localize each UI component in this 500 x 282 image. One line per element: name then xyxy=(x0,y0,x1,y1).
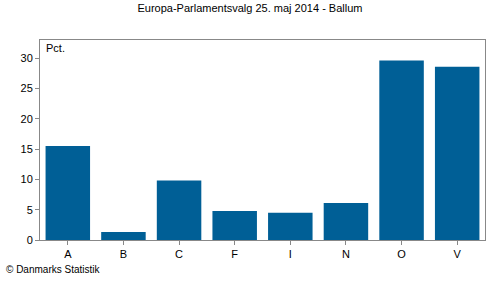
svg-text:A: A xyxy=(64,248,72,260)
svg-text:5: 5 xyxy=(27,204,33,216)
svg-text:10: 10 xyxy=(21,173,33,185)
svg-text:I: I xyxy=(289,248,292,260)
svg-text:15: 15 xyxy=(21,143,33,155)
svg-text:B: B xyxy=(120,248,127,260)
svg-text:© Danmarks Statistik: © Danmarks Statistik xyxy=(6,264,101,275)
svg-text:25: 25 xyxy=(21,82,33,94)
svg-text:0: 0 xyxy=(27,234,33,246)
svg-text:N: N xyxy=(342,248,350,260)
svg-text:Pct.: Pct. xyxy=(46,42,65,54)
svg-text:Europa-Parlamentsvalg 25. maj: Europa-Parlamentsvalg 25. maj 2014 - Bal… xyxy=(137,2,362,14)
svg-text:V: V xyxy=(454,248,462,260)
svg-text:O: O xyxy=(397,248,406,260)
svg-text:30: 30 xyxy=(21,52,33,64)
svg-text:F: F xyxy=(231,248,238,260)
svg-text:20: 20 xyxy=(21,113,33,125)
svg-text:C: C xyxy=(175,248,183,260)
